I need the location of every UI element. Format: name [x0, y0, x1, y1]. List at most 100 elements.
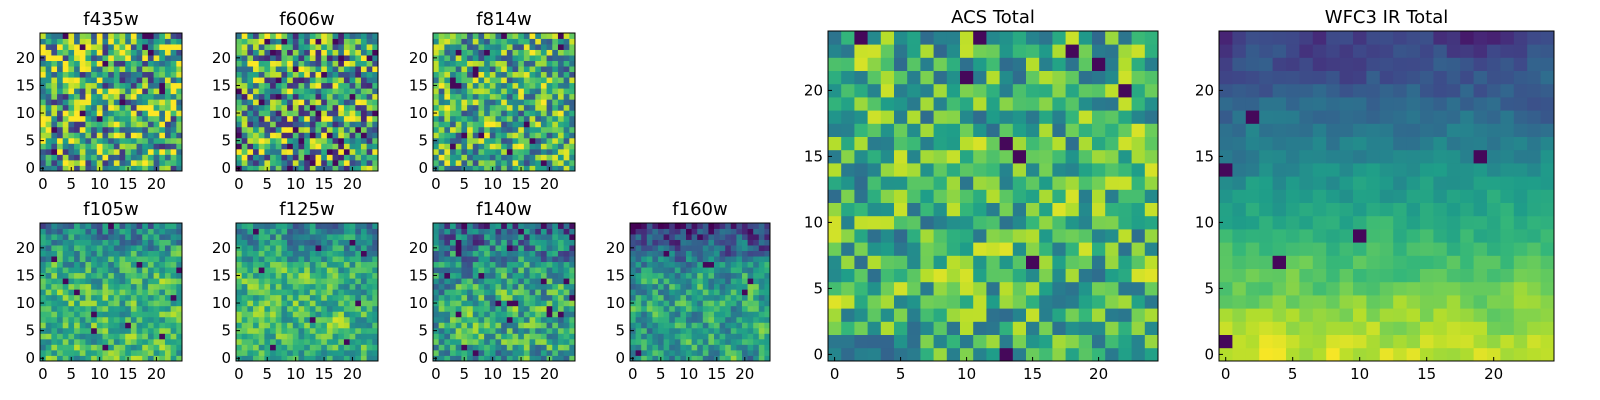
heatmap-cell	[635, 223, 642, 229]
heatmap-cell	[686, 234, 692, 240]
heatmap-cell	[478, 355, 485, 362]
heatmap-cell	[45, 104, 52, 111]
heatmap-cell	[57, 143, 64, 150]
heatmap-cell	[102, 267, 109, 274]
heatmap-cell	[372, 82, 379, 89]
heatmap-cell	[535, 38, 542, 45]
heatmap-cell	[753, 338, 760, 345]
heatmap-cell	[461, 300, 468, 307]
heatmap-cell	[478, 261, 485, 268]
heatmap-cell	[321, 110, 328, 117]
heatmap-cell	[742, 272, 748, 279]
heatmap-cell	[523, 148, 530, 155]
heatmap-cell	[360, 44, 368, 50]
heatmap-cell	[512, 71, 519, 78]
heatmap-cell	[62, 143, 69, 150]
heatmap-cell	[946, 163, 961, 177]
heatmap-cell	[764, 294, 771, 301]
heatmap-cell	[304, 71, 311, 78]
heatmap-cell	[478, 49, 485, 56]
heatmap-cell	[557, 115, 565, 122]
heatmap-cell	[309, 165, 316, 172]
heatmap-cell	[45, 38, 52, 45]
axes-frame	[432, 222, 576, 362]
heatmap-cell	[663, 250, 670, 257]
heatmap-cell	[68, 93, 75, 100]
heatmap-cell	[62, 327, 69, 334]
heatmap-cell	[501, 110, 508, 117]
heatmap-cell	[450, 132, 457, 139]
heatmap-cell	[321, 294, 328, 301]
heatmap-cell	[96, 110, 103, 117]
heatmap-cell	[275, 44, 282, 50]
heatmap-cell	[360, 316, 368, 323]
heatmap-cell	[85, 104, 92, 111]
heatmap-cell	[258, 137, 265, 144]
heatmap-cell	[309, 66, 316, 73]
heatmap-cell	[506, 338, 513, 345]
heatmap-cell	[455, 137, 462, 144]
heatmap-cell	[669, 272, 676, 279]
heatmap-cell	[142, 132, 149, 139]
heatmap-cell	[523, 256, 530, 263]
heatmap-cell	[894, 347, 908, 362]
heatmap-cell	[275, 137, 282, 144]
heatmap-cell	[461, 44, 468, 50]
heatmap-cell	[338, 316, 345, 323]
heatmap-cell	[130, 278, 137, 285]
heatmap-cell	[867, 242, 882, 256]
heatmap-cell	[569, 49, 576, 56]
heatmap-cell	[125, 300, 132, 307]
heatmap-cell	[366, 349, 373, 356]
heatmap-cell	[40, 132, 47, 139]
heatmap-cell	[646, 294, 653, 301]
heatmap-cell	[355, 126, 362, 133]
heatmap-cell	[270, 132, 277, 139]
heatmap-cell	[113, 344, 120, 351]
heatmap-cell	[309, 261, 316, 268]
heatmap-cell	[326, 148, 333, 155]
heatmap-cell	[719, 333, 726, 340]
heatmap-cell	[747, 305, 754, 312]
heatmap-cell	[264, 132, 271, 139]
heatmap-cell	[569, 82, 576, 89]
heatmap-cell	[880, 110, 895, 124]
heatmap-cell	[529, 71, 536, 78]
heatmap-cell	[176, 234, 183, 240]
heatmap-cell	[478, 110, 485, 117]
heatmap-cell	[62, 93, 69, 100]
heatmap-cell	[758, 223, 765, 229]
heatmap-cell	[349, 49, 356, 56]
heatmap-cell	[119, 115, 126, 122]
heatmap-cell	[1131, 281, 1146, 296]
heatmap-cell	[142, 49, 149, 56]
heatmap-cell	[708, 322, 715, 329]
heatmap-cell	[986, 202, 1000, 217]
heatmap-cell	[495, 159, 502, 166]
heatmap-cell	[1065, 229, 1080, 243]
heatmap-cell	[742, 234, 748, 240]
heatmap-cell	[119, 77, 126, 84]
heatmap-cell	[433, 278, 440, 285]
heatmap-cell	[360, 148, 368, 155]
heatmap-cell	[176, 333, 183, 340]
heatmap-cell	[113, 159, 120, 166]
heatmap-cell	[920, 136, 934, 151]
heatmap-cell	[159, 82, 166, 89]
heatmap-cell	[287, 333, 294, 340]
heatmap-cell	[708, 250, 715, 257]
heatmap-cell	[275, 93, 282, 100]
heatmap-cell	[663, 344, 670, 351]
heatmap-cell	[119, 99, 126, 106]
heatmap-cell	[489, 283, 496, 290]
heatmap-cell	[79, 294, 86, 301]
heatmap-cell	[241, 234, 248, 240]
heatmap-cell	[444, 115, 451, 122]
heatmap-cell	[159, 333, 166, 340]
heatmap-cell	[540, 327, 547, 334]
heatmap-cell	[1039, 189, 1053, 203]
heatmap-cell	[461, 38, 468, 45]
heatmap-cell	[338, 66, 345, 73]
heatmap-cell	[142, 239, 149, 246]
heatmap-cell	[867, 334, 882, 349]
